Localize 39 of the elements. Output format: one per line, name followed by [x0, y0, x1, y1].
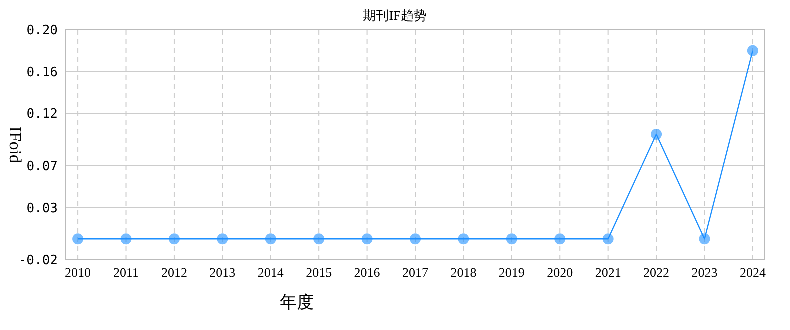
y-tick-label: -0.02	[18, 254, 58, 269]
x-tick-label: 2023	[692, 265, 718, 280]
point	[506, 234, 518, 245]
point	[72, 234, 84, 245]
x-tick-label: 2022	[644, 265, 670, 280]
point	[265, 234, 276, 245]
y-tick-label: 0.16	[26, 65, 58, 80]
y-tick-label: 0.07	[26, 159, 58, 174]
x-tick-label: 2020	[547, 265, 574, 280]
x-tick-label: 2013	[210, 265, 236, 280]
point	[554, 234, 566, 245]
point	[410, 234, 421, 245]
point	[747, 45, 758, 56]
x-tick-label: 2024	[740, 265, 766, 280]
point	[314, 234, 325, 245]
x-tick-label: 2014	[258, 265, 284, 280]
point	[362, 234, 373, 245]
point	[217, 234, 228, 245]
x-tick-label: 2021	[595, 265, 622, 280]
x-tick-label: 2016	[354, 265, 381, 280]
x-tick-label: 2011	[113, 265, 140, 280]
x-tick-label: 2019	[498, 265, 525, 280]
y-tick-label: 0.03	[26, 201, 58, 216]
x-tick-label: 2017	[402, 265, 429, 280]
point	[120, 234, 132, 245]
y-tick-label: 0.20	[26, 24, 58, 39]
y-tick-label: 0.12	[26, 107, 58, 122]
x-tick-label: 2018	[450, 265, 477, 280]
point	[651, 129, 662, 140]
x-axis-title: 年度	[280, 293, 314, 312]
x-tick-label: 2015	[306, 265, 332, 280]
x-tick-label: 2010	[65, 265, 92, 280]
x-tick-label: 2012	[161, 265, 188, 280]
point	[458, 234, 470, 245]
point	[168, 234, 180, 245]
point	[602, 234, 614, 245]
y-axis-title: IFoid	[6, 126, 25, 164]
chart-title: 期刊IF趋势	[363, 8, 427, 23]
point	[699, 234, 710, 245]
